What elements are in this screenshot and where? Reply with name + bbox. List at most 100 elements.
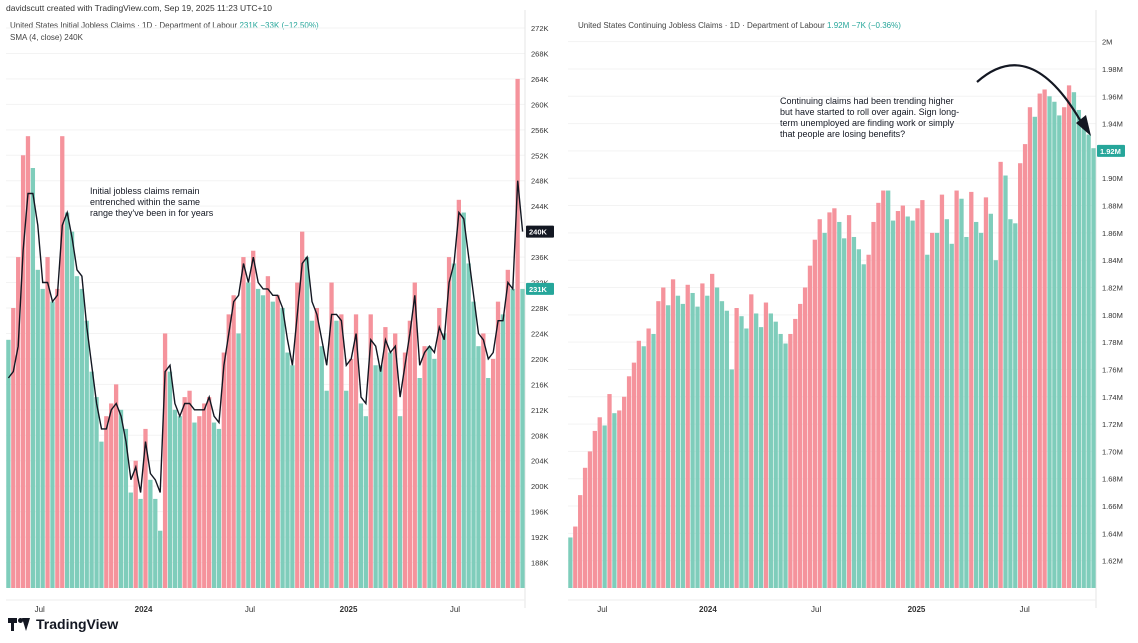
bar [959, 198, 964, 589]
x-tick-label: 2025 [908, 605, 926, 614]
bar [1091, 148, 1096, 588]
last-price-badge-right [1097, 144, 1125, 157]
bar [866, 254, 871, 589]
bar [695, 306, 700, 588]
y-tick-label: 196K [531, 508, 549, 517]
bar [471, 301, 476, 588]
bar [231, 295, 236, 588]
bar [339, 314, 344, 588]
bar [993, 260, 998, 588]
bar [373, 365, 378, 588]
bar [944, 219, 949, 588]
y-tick-label: 216K [531, 380, 549, 389]
left-chart-title: United States Initial Jobless Claims · 1… [10, 21, 238, 30]
bar [700, 283, 705, 588]
bar [422, 346, 427, 588]
bar [617, 410, 622, 588]
bar [651, 333, 656, 588]
bar [964, 236, 969, 588]
bar [954, 190, 959, 588]
bar [241, 257, 246, 588]
bar [974, 221, 979, 588]
bar [94, 397, 99, 588]
y-tick-label: 228K [531, 304, 549, 313]
y-tick-label: 2M [1102, 38, 1112, 47]
left-last-value: 231K [239, 21, 259, 30]
tradingview-brand[interactable]: TradingView [8, 616, 118, 632]
bar [915, 208, 920, 589]
sma-legend: SMA (4, close) 240K [10, 33, 83, 42]
x-tick-label: Jul [450, 605, 460, 614]
bar [886, 190, 891, 588]
bar [1032, 116, 1037, 588]
bar [705, 295, 710, 588]
bar [798, 303, 803, 588]
right-annotation-line: that people are losing benefits? [780, 129, 906, 139]
bar [910, 220, 915, 588]
bar [79, 288, 84, 588]
bar [451, 263, 457, 588]
bar [744, 328, 749, 588]
bar [680, 303, 685, 588]
bar [206, 397, 212, 588]
y-tick-label: 204K [531, 457, 549, 466]
bar [969, 191, 974, 588]
right-change: −7K (−0.36%) [851, 21, 901, 30]
bar [734, 308, 739, 588]
bar [788, 333, 793, 588]
y-tick-label: 1.64M [1102, 529, 1123, 538]
bar [309, 320, 315, 588]
bar [167, 371, 173, 588]
bar [437, 308, 442, 588]
bar [393, 333, 398, 588]
bar [378, 365, 383, 588]
bar [793, 318, 798, 588]
y-tick-label: 1.84M [1102, 256, 1123, 265]
y-tick-label: 264K [531, 75, 549, 84]
bar [461, 212, 466, 588]
bar [177, 416, 182, 588]
bar [754, 313, 759, 588]
bar [89, 371, 94, 588]
bar [162, 333, 168, 588]
bar [656, 301, 661, 588]
bar [109, 403, 114, 588]
bar [74, 276, 80, 588]
bar [295, 282, 300, 588]
y-tick-label: 220K [531, 355, 549, 364]
bar [40, 288, 45, 588]
bar [1086, 134, 1091, 588]
left-annotation-line: Initial jobless claims remain [90, 186, 200, 196]
y-tick-label: 1.80M [1102, 311, 1123, 320]
bar [202, 403, 207, 588]
bar [998, 161, 1003, 589]
bar [925, 254, 930, 589]
bar [368, 314, 373, 588]
sma-value: 240K [64, 33, 83, 42]
bar [675, 295, 681, 588]
right-last-value: 1.92M [827, 21, 850, 30]
bar [1013, 223, 1018, 588]
bar [407, 320, 413, 588]
y-tick-label: 192K [531, 533, 549, 542]
bar [246, 282, 251, 588]
bar [768, 313, 773, 588]
y-tick-label: 1.94M [1102, 120, 1123, 129]
y-tick-label: 1.86M [1102, 229, 1123, 238]
bar [622, 396, 627, 588]
bar [1008, 219, 1013, 588]
bar [505, 269, 510, 588]
bar [568, 537, 573, 588]
bar [304, 257, 310, 588]
bar [983, 197, 989, 589]
bar [710, 273, 715, 588]
bar [641, 346, 646, 588]
left-annotation-line: entrenched within the same [90, 197, 201, 207]
bar [515, 78, 520, 588]
bar [856, 249, 861, 588]
y-tick-label: 1.70M [1102, 447, 1123, 456]
bar [670, 279, 676, 588]
left-chart-title-line: United States Initial Jobless Claims · 1… [10, 21, 319, 30]
x-tick-label: Jul [597, 605, 607, 614]
